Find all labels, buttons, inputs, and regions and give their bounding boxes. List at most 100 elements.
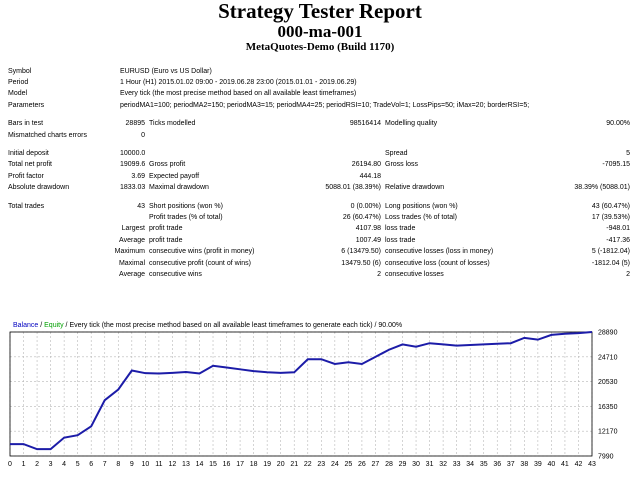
maximal-label: Maximal [118, 259, 145, 267]
net-profit-label: Total net profit [8, 161, 52, 169]
row-maximum: Maximum consecutive wins (profit in mone… [8, 246, 630, 257]
profit-trades-label: Profit trades (% of total) [149, 213, 223, 221]
x-axis-ticks: 0 1 2 3 4 5 6 7 8 9 10 11 12 13 14 15 16 17 18 19 20 21 22 23 24… [8, 461, 596, 468]
x-tick-label: 30 [412, 461, 420, 468]
spacer [8, 194, 630, 201]
spacer [8, 112, 630, 119]
y-tick-label: 12170 [598, 429, 618, 436]
loss-trades-label: Loss trades (% of total) [385, 213, 457, 221]
rel-drawdown-label: Relative drawdown [385, 184, 445, 192]
x-tick-label: 12 [169, 461, 177, 468]
model-label: Model [8, 90, 28, 98]
largest-profit-value: 4107.98 [355, 225, 381, 233]
row-bars: Bars in test 28895 Ticks modelled 985164… [8, 119, 630, 130]
long-label: Long positions (won %) [385, 202, 458, 210]
x-tick-label: 29 [399, 461, 407, 468]
x-tick-label: 42 [575, 461, 583, 468]
largest-label: Largest [121, 225, 145, 233]
expected-payoff-label: Expected payoff [149, 172, 200, 180]
row-mismatch: Mismatched charts errors 0 [8, 130, 630, 141]
abs-drawdown-label: Absolute drawdown [8, 184, 70, 192]
bars-label: Bars in test [8, 120, 44, 128]
x-tick-label: 10 [141, 461, 149, 468]
gross-loss-value: -7095.15 [602, 161, 630, 169]
empty [145, 130, 630, 141]
x-tick-label: 3 [49, 461, 53, 468]
largest-loss-value: -948.01 [606, 225, 630, 233]
spread-value: 5 [626, 150, 630, 158]
maximal-cons-profit-value: 13479.50 (6) [341, 259, 381, 267]
empty [145, 148, 381, 159]
symbol-value: EURUSD (Euro vs US Dollar) [120, 67, 212, 75]
row-drawdown: Absolute drawdown 1833.03 Maximal drawdo… [8, 183, 630, 194]
legend-balance: Balance [13, 322, 39, 329]
x-tick-label: 40 [547, 461, 555, 468]
balance-series-line [10, 331, 593, 451]
row-symbol: Symbol EURUSD (Euro vs US Dollar) [8, 66, 630, 77]
avg-label: Average [119, 270, 145, 278]
x-tick-label: 13 [182, 461, 190, 468]
row-largest: Largest profit trade 4107.98 loss trade … [8, 224, 630, 235]
chart-legend: Balance / Equity / Every tick (the most … [13, 322, 402, 329]
max-cons-losses-label: consecutive losses (loss in money) [385, 248, 494, 256]
max-cons-losses-value: 5 (-1812.04) [591, 248, 630, 256]
x-tick-label: 26 [358, 461, 366, 468]
quality-value: 90.00% [606, 120, 630, 128]
mismatch-label: Mismatched charts errors [8, 131, 87, 139]
x-tick-label: 17 [236, 461, 244, 468]
largest-loss-label: loss trade [385, 225, 416, 233]
chart-grid [9, 331, 593, 457]
y-tick-label: 28890 [598, 330, 618, 337]
row-parameters: Parameters periodMA1=100; periodMA2=150;… [8, 100, 630, 111]
row-maximal: Maximal consecutive profit (count of win… [8, 258, 630, 269]
average-label: Average [119, 236, 145, 244]
max-cons-wins-value: 6 (13479.50) [341, 248, 381, 256]
maximal-cons-loss-label: consecutive loss (count of losses) [385, 259, 490, 267]
max-cons-wins-label: consecutive wins (profit in money) [149, 248, 255, 256]
abs-drawdown-value: 1833.03 [120, 184, 145, 192]
expert-name: 000-ma-001 [277, 22, 363, 41]
x-tick-label: 38 [520, 461, 528, 468]
x-tick-label: 11 [155, 461, 162, 468]
x-tick-label: 28 [385, 461, 393, 468]
x-tick-label: 21 [290, 461, 298, 468]
maximal-cons-profit-label: consecutive profit (count of wins) [149, 259, 251, 267]
loss-trades-value: 17 (39.53%) [591, 213, 630, 221]
x-tick-label: 34 [466, 461, 474, 468]
legend-equity: Equity [44, 322, 64, 329]
x-tick-label: 32 [439, 461, 447, 468]
max-drawdown-label: Maximal drawdown [149, 184, 209, 192]
parameters-value: periodMA1=100; periodMA2=150; periodMA3=… [120, 101, 530, 109]
expected-payoff-value: 444.18 [359, 172, 381, 180]
row-net-profit: Total net profit 19099.65 Gross profit 2… [8, 160, 630, 171]
chart-frame [9, 331, 593, 457]
balance-chart: 0 1 2 3 4 5 6 7 8 9 10 11 12 13 14 15 16 17 18 19 20 21 22 23 24… [8, 318, 636, 478]
x-tick-label: 5 [76, 461, 80, 468]
average-profit-value: 1007.49 [355, 236, 381, 244]
empty [381, 171, 630, 182]
net-profit-value: 19099.65 [120, 161, 145, 169]
row-deposit: Initial deposit 10000.00 Spread 5 [8, 148, 630, 159]
y-tick-label: 20530 [598, 379, 618, 386]
empty [8, 212, 145, 223]
x-tick-label: 43 [588, 461, 596, 468]
profit-trades-value: 26 (60.47%) [342, 213, 381, 221]
x-tick-label: 6 [89, 461, 93, 468]
spread-label: Spread [385, 150, 408, 158]
x-tick-label: 39 [534, 461, 542, 468]
x-tick-label: 14 [196, 461, 204, 468]
x-tick-label: 9 [130, 461, 134, 468]
chart-background [8, 318, 636, 478]
chart-svg: 0 1 2 3 4 5 6 7 8 9 10 11 12 13 14 15 16 17 18 19 20 21 22 23 24… [8, 318, 636, 478]
report-table: Symbol EURUSD (Euro vs US Dollar) Period… [8, 66, 630, 281]
x-tick-label: 7 [103, 461, 107, 468]
x-tick-label: 37 [507, 461, 515, 468]
x-tick-label: 19 [263, 461, 271, 468]
average-loss-value: -417.36 [606, 236, 630, 244]
average-profit-label: profit trade [149, 236, 183, 244]
period-label: Period [8, 79, 29, 87]
x-tick-label: 33 [453, 461, 461, 468]
legend-description: / Every tick (the most precise method ba… [63, 322, 403, 329]
x-tick-label: 31 [426, 461, 434, 468]
y-axis-ticks: 28890 24710 20530 16350 12170 7990 [598, 330, 618, 461]
